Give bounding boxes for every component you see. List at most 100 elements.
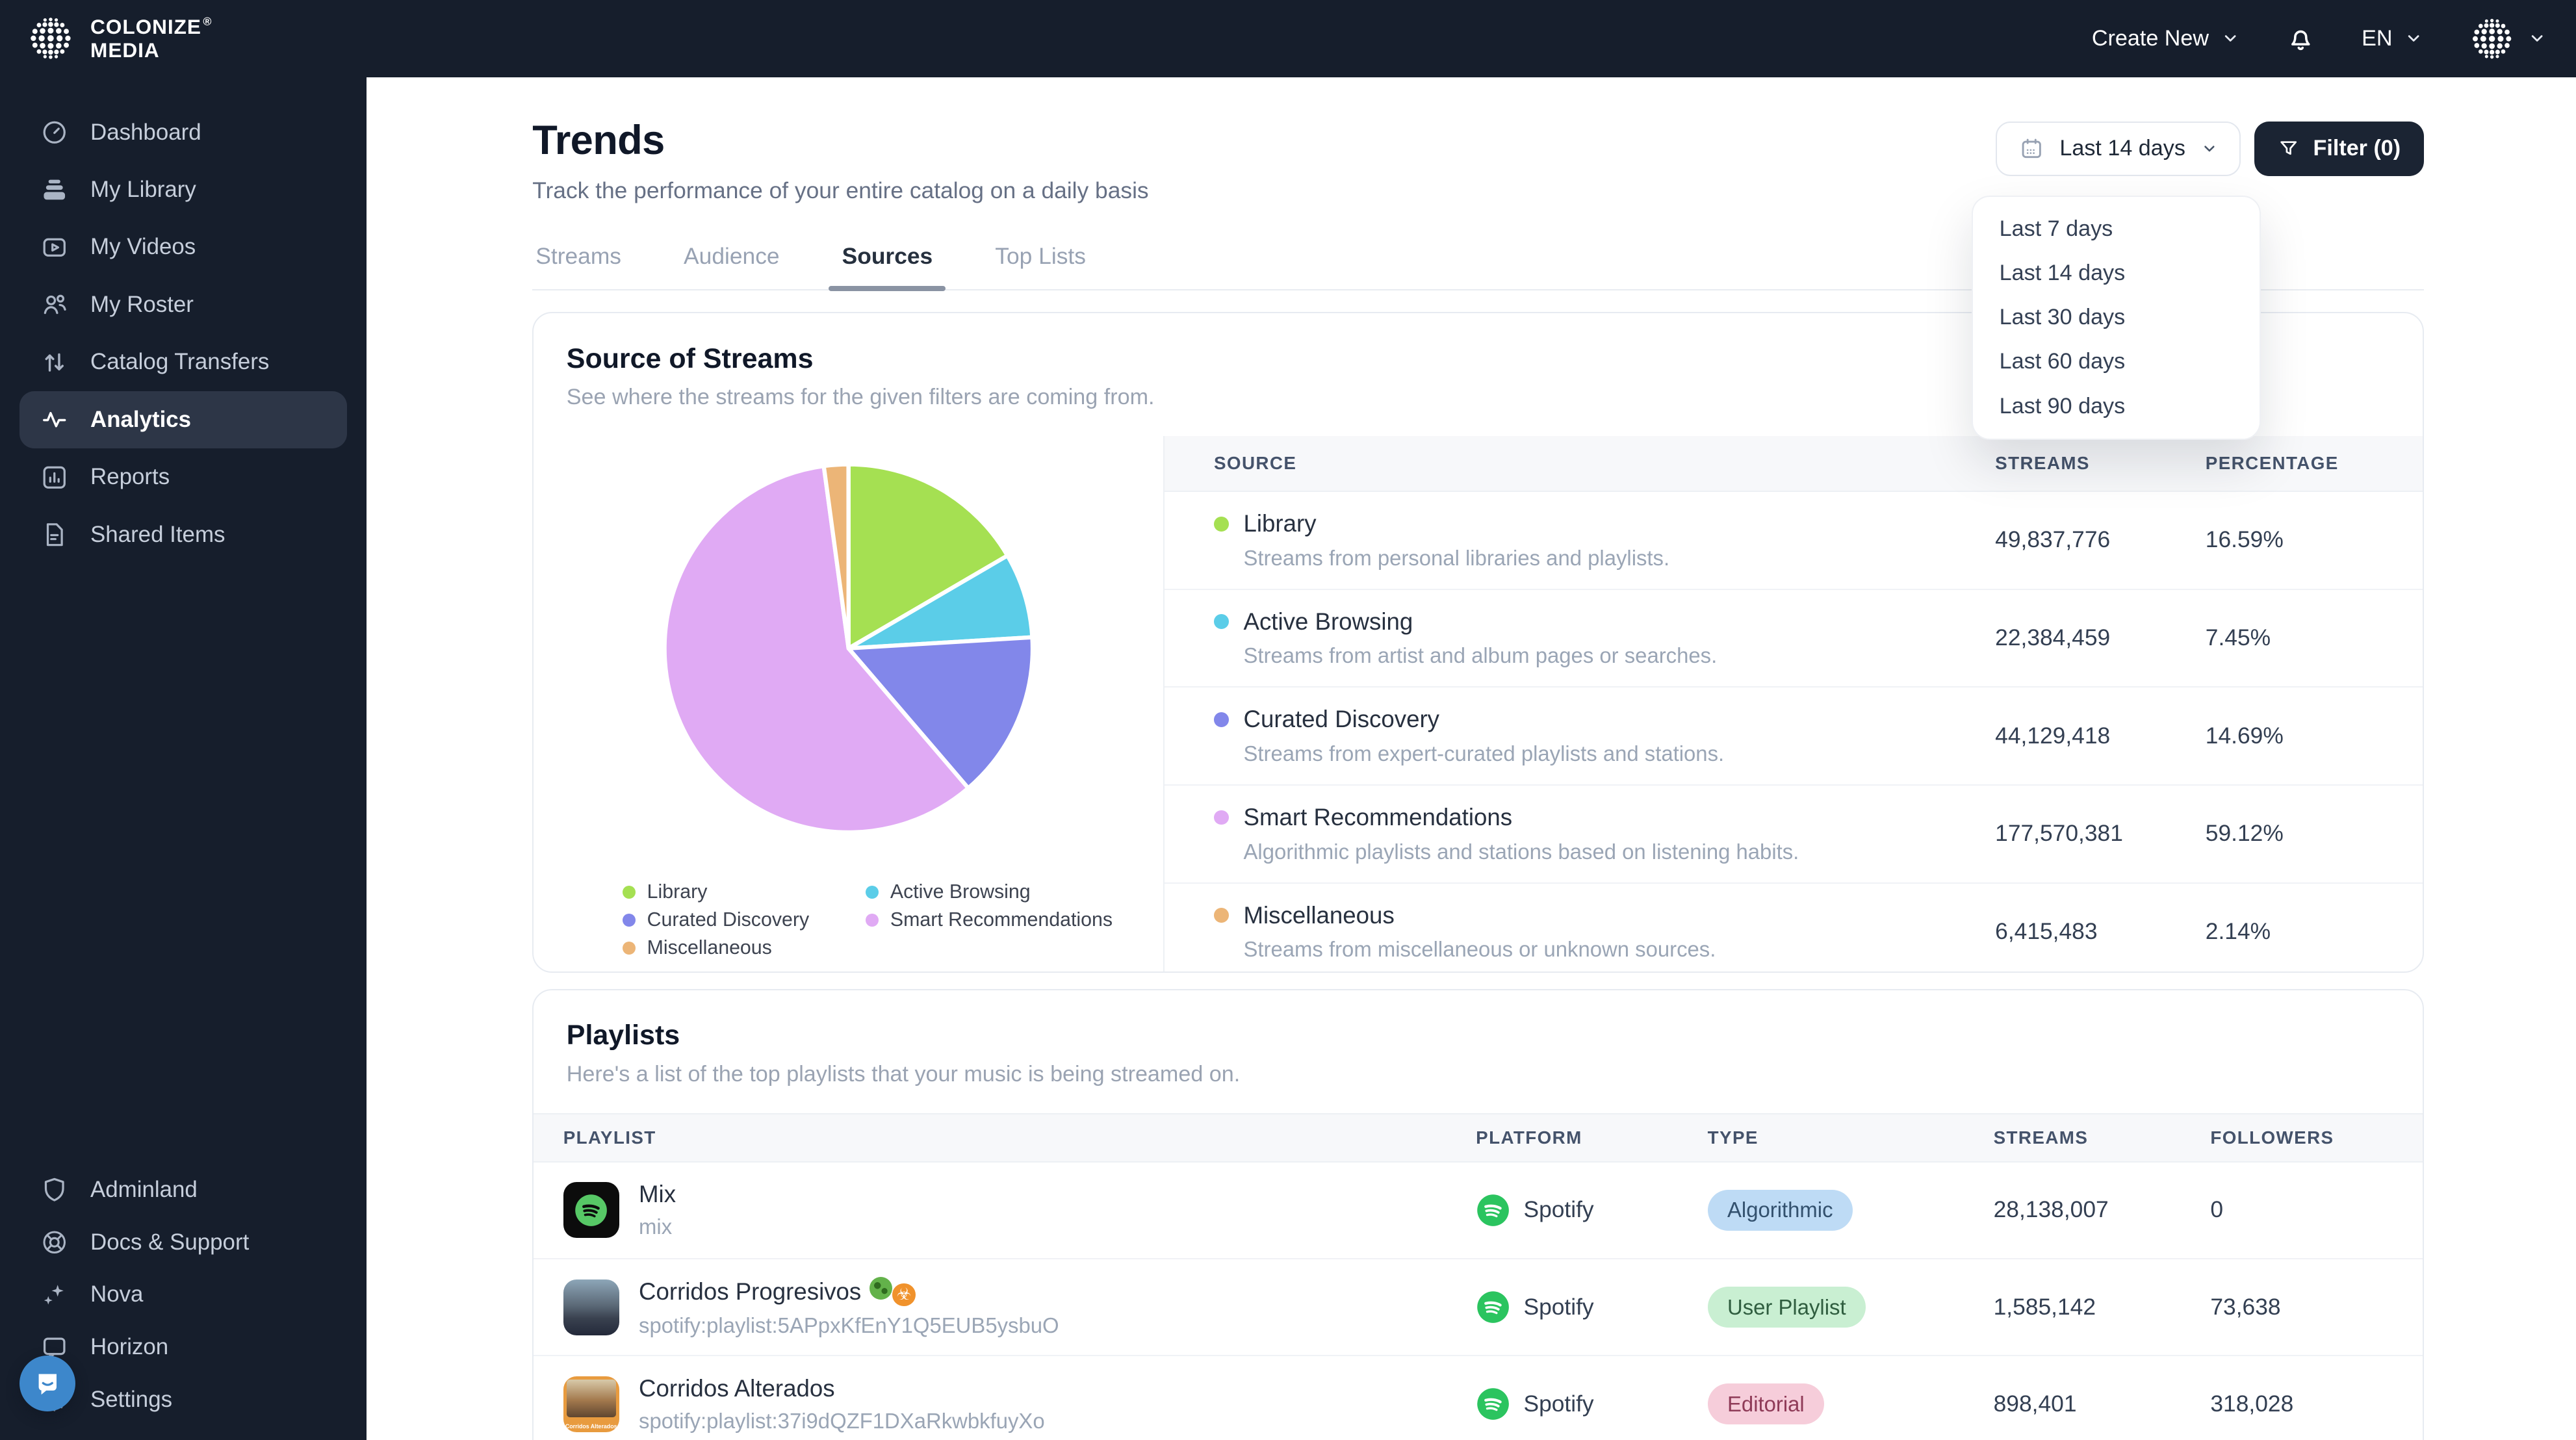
sidebar-item-dashboard[interactable]: Dashboard (19, 103, 346, 161)
date-menu-item-label: Last 7 days (1999, 216, 2113, 241)
source-name: Smart Recommendations (1243, 803, 1513, 830)
playlist-row-corridos-progresivos: Corridos Progresivos ☣ spotify:playlist:5… (534, 1259, 2423, 1357)
filter-label: Filter (0) (2313, 136, 2401, 161)
top-bar-actions: Create New EN (2092, 15, 2547, 62)
source-description: Streams from artist and album pages or s… (1243, 643, 1718, 668)
videos-icon (40, 233, 70, 263)
column-platform: Platform (1476, 1127, 1582, 1148)
sidebar-item-settings[interactable]: Settings (19, 1374, 346, 1426)
source-percentage-value: 16.59% (2205, 527, 2284, 553)
page-subtitle: Track the performance of your entire cat… (532, 178, 1149, 204)
registered-mark: ® (203, 15, 213, 29)
sidebar-item-label: Analytics (90, 406, 192, 432)
pie-slice-active-browsing[interactable] (846, 553, 1035, 650)
platform-label: Spotify (1523, 1197, 1594, 1223)
sidebar-item-catalog-transfers[interactable]: Catalog Transfers (19, 333, 346, 391)
pie-slice-miscellaneous[interactable] (821, 462, 851, 650)
spotify-icon (1476, 1290, 1510, 1324)
pie-slice-smart-recommendations[interactable] (662, 463, 971, 834)
playlist-type-badge: User Playlist (1707, 1286, 1866, 1328)
playlist-streams-value: 898,401 (1993, 1391, 2077, 1417)
chevron-down-icon (2221, 29, 2240, 48)
analytics-icon (40, 405, 70, 435)
artwork-caption: Corridos Alterados (565, 1423, 617, 1430)
tab-top-lists[interactable]: Top Lists (992, 244, 1089, 289)
sidebar-item-shared-items[interactable]: Shared Items (19, 506, 346, 563)
notifications-button[interactable] (2284, 22, 2317, 55)
date-range-button[interactable]: Last 14 days (1996, 122, 2241, 176)
sidebar-item-label: Dashboard (90, 119, 201, 145)
legend-color-dot (622, 913, 636, 927)
date-range-value: Last 14 days (2059, 136, 2185, 161)
date-menu-item-last-90-days[interactable]: Last 90 days (1973, 384, 2260, 428)
library-icon (40, 175, 70, 205)
brand-logo[interactable]: COLONIZE ® MEDIA (26, 14, 212, 63)
source-row-smart-recommendations: Smart Recommendations Algorithmic playli… (1165, 786, 2423, 884)
create-new-button[interactable]: Create New (2092, 26, 2240, 51)
sidebar-item-reports[interactable]: Reports (19, 448, 346, 506)
playlists-table-header: Playlist Platform Type Streams Followers (534, 1112, 2423, 1163)
tab-label: Sources (842, 243, 933, 269)
spotify-icon (1476, 1193, 1510, 1228)
date-menu-item-last-14-days[interactable]: Last 14 days (1973, 251, 2260, 295)
language-selector[interactable]: EN (2362, 26, 2423, 51)
chat-bubble-smile-icon (31, 1367, 64, 1400)
source-streams-value: 49,837,776 (1995, 527, 2111, 553)
trends-tabs: Streams Audience Sources Top Lists (532, 243, 2424, 291)
column-streams: Streams (1995, 453, 2090, 474)
top-bar: COLONIZE ® MEDIA Create New EN (0, 0, 2576, 77)
sidebar-item-label: My Videos (90, 234, 196, 260)
playlist-name[interactable]: Corridos Progresivos (639, 1278, 862, 1305)
legend-item-curated-discovery: Curated Discovery (622, 908, 866, 932)
playlist-uri: spotify:playlist:5APpxKfEnY1Q5EUB5ysbuO (639, 1313, 1059, 1337)
sparkles-icon (40, 1280, 70, 1310)
source-table-body: Library Streams from personal libraries … (1165, 492, 2423, 971)
sidebar-item-horizon[interactable]: Horizon (19, 1321, 346, 1374)
source-color-dot (1214, 516, 1229, 532)
pie-slice-library[interactable] (846, 462, 1010, 650)
source-color-dot (1214, 614, 1229, 630)
source-name: Active Browsing (1243, 608, 1413, 635)
date-menu-item-label: Last 14 days (1999, 260, 2126, 285)
playlist-type-badge: Editorial (1707, 1383, 1825, 1425)
legend-label: Curated Discovery (647, 908, 810, 931)
account-menu-button[interactable] (2468, 15, 2547, 62)
playlist-name[interactable]: Mix (639, 1181, 676, 1208)
tab-streams[interactable]: Streams (532, 244, 625, 289)
tab-audience[interactable]: Audience (680, 244, 783, 289)
filter-button[interactable]: Filter (0) (2254, 122, 2424, 176)
source-description: Streams from personal libraries and play… (1243, 545, 1670, 570)
source-color-dot (1214, 908, 1229, 923)
chat-widget-button[interactable] (19, 1356, 76, 1411)
sidebar-item-analytics[interactable]: Analytics (19, 391, 347, 449)
legend-color-dot (622, 941, 636, 955)
source-color-dot (1214, 810, 1229, 825)
spotify-icon (1476, 1387, 1510, 1421)
sidebar-item-nova[interactable]: Nova (19, 1268, 346, 1321)
column-streams: Streams (1993, 1127, 2089, 1148)
legend-item-miscellaneous: Miscellaneous (622, 936, 866, 960)
date-menu-item-last-30-days[interactable]: Last 30 days (1973, 296, 2260, 340)
column-source: Source (1214, 453, 1297, 474)
source-description: Streams from expert-curated playlists an… (1243, 741, 1725, 765)
legend-color-dot (865, 885, 879, 899)
sidebar-item-adminland[interactable]: Adminland (19, 1163, 346, 1216)
date-menu-item-last-7-days[interactable]: Last 7 days (1973, 207, 2260, 251)
roster-icon (40, 290, 70, 320)
source-row-curated-discovery: Curated Discovery Streams from expert-cu… (1165, 688, 2423, 786)
legend-color-dot (865, 913, 879, 927)
tab-sources[interactable]: Sources (829, 243, 946, 291)
source-name: Library (1243, 510, 1317, 537)
sidebar-item-my-roster[interactable]: My Roster (19, 276, 346, 333)
sidebar-item-docs-support[interactable]: Docs & Support (19, 1216, 346, 1268)
playlist-followers-value: 318,028 (2210, 1391, 2294, 1417)
pie-slice-curated-discovery[interactable] (846, 635, 1035, 790)
playlist-name[interactable]: Corridos Alterados (639, 1374, 835, 1402)
sidebar-item-my-library[interactable]: My Library (19, 161, 346, 218)
sidebar-item-my-videos[interactable]: My Videos (19, 218, 346, 276)
shared-icon (40, 520, 70, 550)
microbe-emoji-icon (869, 1276, 893, 1300)
calendar-icon (2018, 136, 2044, 162)
sidebar: Dashboard My Library My Videos My Roster… (0, 77, 367, 1440)
date-menu-item-last-60-days[interactable]: Last 60 days (1973, 340, 2260, 384)
